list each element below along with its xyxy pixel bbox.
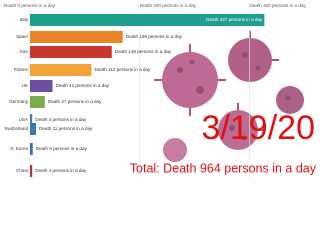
category-label: Germany <box>9 99 29 104</box>
bar <box>30 64 92 76</box>
virus-illustration <box>154 31 304 162</box>
bar <box>30 80 53 92</box>
value-label: Death 112 persons in a day <box>94 67 151 72</box>
bar <box>30 143 33 155</box>
category-label: China <box>16 168 28 173</box>
category-label: USA <box>19 117 29 122</box>
chart: Death 0 persons in a day Death 200 person… <box>4 3 317 178</box>
category-label: France <box>14 67 29 72</box>
bar <box>30 114 33 126</box>
value-label: Death 169 persons in a day <box>126 34 183 39</box>
bar <box>30 123 37 135</box>
category-label: Italy <box>20 17 29 22</box>
bar <box>30 46 112 58</box>
total-label: Total: Death 964 persons in a day <box>130 161 317 175</box>
value-label: Death 4 persons in a day <box>35 168 87 173</box>
value-label: Death 4 persons in a day <box>35 117 87 122</box>
value-label: Death 41 persons in a day <box>56 83 110 88</box>
value-label: Death 27 persons in a day <box>48 99 102 104</box>
x-tick-label: Death 0 persons in a day <box>4 3 56 8</box>
category-label: S. Korea <box>10 146 28 151</box>
x-tick-label: Death 400 persons in a day <box>250 3 307 8</box>
category-label: Spain <box>16 34 28 39</box>
x-tick-label: Death 200 persons in a day <box>140 3 197 8</box>
bar <box>30 96 45 108</box>
value-label: Death 11 persons in a day <box>39 126 93 131</box>
value-label: Death 5 persons in a day <box>36 146 88 151</box>
value-label: Death 149 persons in a day <box>115 49 172 54</box>
value-label: Death 427 persons in a day <box>206 17 263 22</box>
category-label: UK <box>22 83 29 88</box>
bar <box>30 165 33 177</box>
category-label: Iran <box>20 49 28 54</box>
date-label: 3/19/20 <box>202 109 315 147</box>
bar <box>30 31 123 43</box>
plot: Death 0 persons in a day Death 200 person… <box>4 3 306 178</box>
category-label: Switzerland <box>4 126 28 131</box>
bar <box>30 14 265 26</box>
